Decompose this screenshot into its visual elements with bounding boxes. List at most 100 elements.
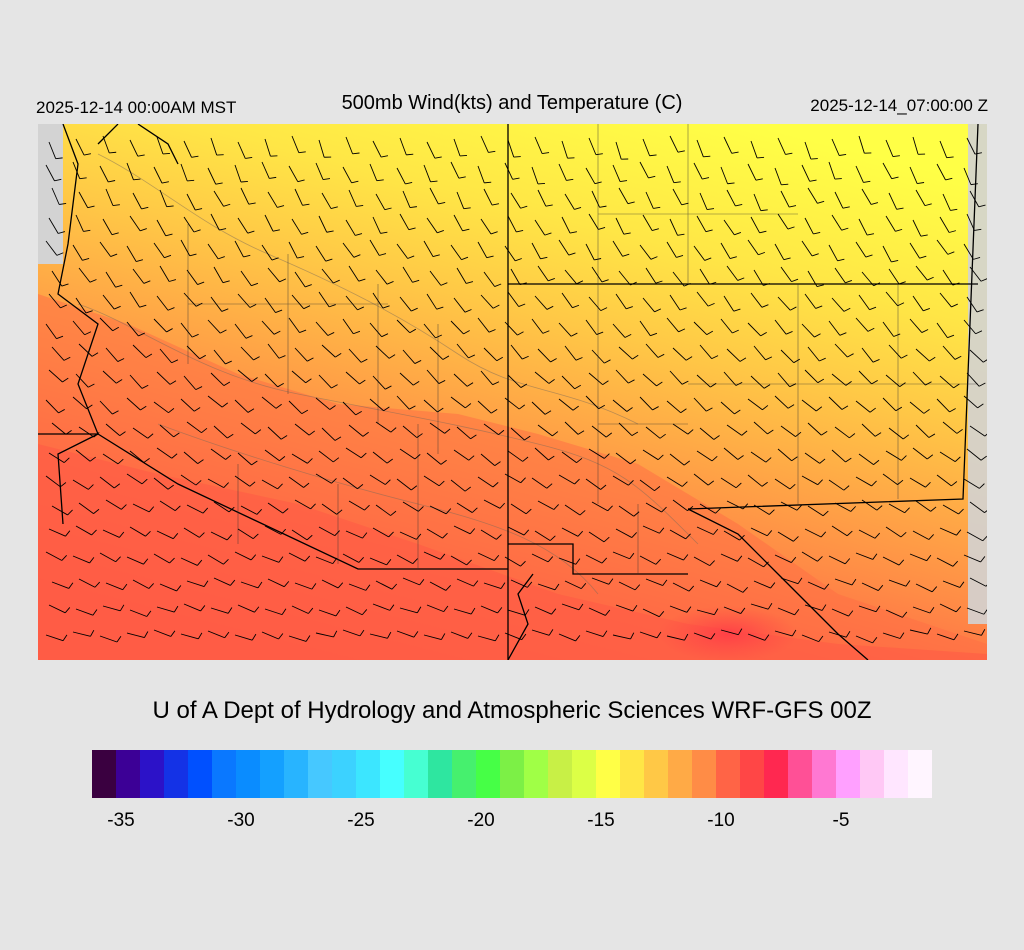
wind-barb-flag bbox=[841, 227, 849, 231]
wind-barb bbox=[126, 632, 145, 639]
wind-barb bbox=[561, 140, 568, 159]
wind-barb bbox=[747, 322, 761, 337]
wind-barb-flag bbox=[279, 456, 286, 462]
wind-barb-flag bbox=[525, 508, 532, 515]
wind-barb bbox=[534, 530, 551, 541]
wind-barb bbox=[882, 245, 892, 263]
wind-barb bbox=[753, 193, 762, 211]
wind-barb bbox=[780, 266, 792, 282]
wind-barb bbox=[645, 502, 662, 513]
wind-barb-flag bbox=[461, 256, 469, 261]
wind-barb-flag bbox=[875, 605, 881, 612]
wind-barb-flag bbox=[302, 203, 310, 206]
wind-barb-flag bbox=[841, 405, 849, 410]
colorbar-swatch bbox=[812, 750, 836, 798]
wind-barb-flag bbox=[925, 481, 931, 488]
wind-barb bbox=[321, 344, 336, 358]
wind-barb bbox=[882, 321, 895, 337]
wind-barb bbox=[480, 218, 492, 235]
colorbar-swatch bbox=[212, 750, 236, 798]
wind-barb-flag bbox=[466, 382, 474, 387]
wind-barb-flag bbox=[874, 532, 881, 539]
wind-barb-flag bbox=[648, 175, 656, 179]
wind-barb-flag bbox=[952, 282, 960, 286]
wind-barb-flag bbox=[904, 507, 910, 514]
wind-barb-flag bbox=[981, 629, 986, 636]
wind-barb bbox=[639, 161, 649, 179]
wind-barb bbox=[912, 606, 931, 614]
wind-barb bbox=[426, 452, 442, 465]
wind-barb-flag bbox=[594, 258, 602, 261]
wind-barb-flag bbox=[355, 233, 363, 236]
wind-barb bbox=[78, 502, 94, 514]
wind-barb bbox=[213, 501, 230, 513]
wind-barb-flag bbox=[64, 607, 71, 614]
wind-barb bbox=[240, 187, 250, 205]
wind-barb-flag bbox=[790, 306, 797, 311]
wind-barb bbox=[423, 399, 438, 413]
wind-barb-flag bbox=[405, 182, 413, 185]
wind-barb bbox=[318, 609, 337, 617]
wind-barb bbox=[534, 447, 549, 461]
wind-barb-flag bbox=[577, 530, 584, 537]
wind-barb bbox=[129, 215, 141, 232]
wind-barb bbox=[453, 297, 466, 313]
wind-barb bbox=[561, 451, 577, 464]
wind-barb bbox=[615, 369, 629, 384]
wind-barb-flag bbox=[311, 583, 317, 590]
wind-barb bbox=[72, 396, 87, 410]
wind-barb-flag bbox=[605, 609, 611, 616]
wind-barb-flag bbox=[89, 557, 95, 564]
wind-barb-flag bbox=[684, 633, 689, 641]
wind-barb-flag bbox=[547, 556, 554, 563]
wind-barb-flag bbox=[164, 254, 172, 259]
wind-barb bbox=[747, 633, 766, 641]
wind-barb bbox=[885, 526, 902, 538]
wind-barb bbox=[213, 425, 228, 439]
wind-barb-flag bbox=[283, 581, 290, 587]
wind-barb bbox=[669, 529, 686, 540]
wind-barb-flag bbox=[553, 504, 559, 510]
wind-barb-flag bbox=[79, 177, 87, 180]
wind-barb bbox=[618, 187, 629, 204]
wind-barb bbox=[288, 552, 306, 562]
wind-barb-flag bbox=[656, 381, 663, 387]
wind-barb-flag bbox=[575, 357, 583, 361]
wind-barb-flag bbox=[466, 281, 474, 284]
wind-barb bbox=[591, 425, 607, 438]
wind-barb bbox=[834, 267, 846, 284]
wind-barb-flag bbox=[326, 230, 334, 233]
wind-barb-flag bbox=[195, 386, 203, 391]
wind-barb bbox=[399, 531, 417, 540]
wind-barb-flag bbox=[388, 354, 396, 359]
wind-barb-flag bbox=[655, 280, 663, 284]
wind-barb bbox=[237, 528, 254, 540]
wind-barb-flag bbox=[649, 154, 657, 157]
wind-barb-flag bbox=[492, 304, 500, 309]
wind-barb bbox=[294, 347, 308, 362]
wind-barb-flag bbox=[352, 152, 360, 155]
wind-barb-flag bbox=[119, 531, 125, 538]
wind-barb-flag bbox=[225, 454, 232, 460]
wind-barb bbox=[207, 630, 225, 639]
wind-barb bbox=[966, 448, 982, 461]
wind-barb-flag bbox=[524, 435, 531, 441]
wind-barb bbox=[129, 609, 147, 617]
wind-barb-flag bbox=[167, 307, 175, 311]
wind-barb bbox=[588, 607, 606, 616]
wind-barb bbox=[642, 138, 651, 156]
wind-barb bbox=[942, 421, 958, 434]
wind-barb-flag bbox=[484, 181, 492, 184]
wind-barb bbox=[642, 297, 655, 313]
wind-barb-flag bbox=[297, 256, 305, 259]
wind-barb bbox=[345, 530, 363, 539]
wind-barb bbox=[693, 473, 709, 486]
wind-barb bbox=[726, 189, 736, 207]
wind-barb-flag bbox=[548, 278, 555, 282]
wind-barb-flag bbox=[659, 433, 666, 439]
wind-barb bbox=[186, 269, 198, 285]
wind-barb-flag bbox=[62, 634, 68, 641]
wind-barb-flag bbox=[438, 201, 446, 205]
wind-barb bbox=[99, 635, 118, 643]
wind-barb-flag bbox=[230, 579, 236, 586]
